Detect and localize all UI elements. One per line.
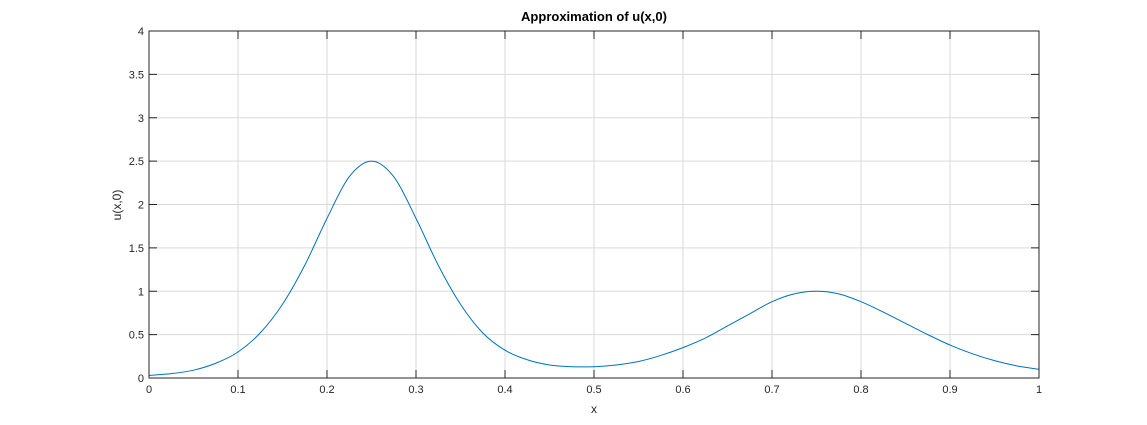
- series-group: [148, 160, 1040, 376]
- x-axis-label: x: [591, 402, 597, 416]
- chart-title: Approximation of u(x,0): [521, 9, 667, 24]
- x-tick-label: 0.6: [675, 384, 690, 396]
- y-tick-labels: 0 0.5 1 1.5 2 2.5 3 3.5 4: [129, 26, 144, 385]
- y-tick-label: 3: [138, 113, 144, 125]
- y-tick-label: 0: [138, 373, 144, 385]
- x-tick-label: 0.9: [942, 384, 957, 396]
- y-tick-label: 0.5: [129, 330, 144, 342]
- x-tick-label: 0.3: [408, 384, 423, 396]
- x-tick-label: 0.4: [497, 384, 512, 396]
- y-tick-label: 1.5: [129, 243, 144, 255]
- axis-ticks: [148, 30, 1040, 379]
- y-axis-label: u(x,0): [110, 190, 124, 221]
- x-tick-label: 1: [1036, 384, 1042, 396]
- grid: [148, 30, 1040, 379]
- x-tick-label: 0.8: [853, 384, 868, 396]
- y-tick-label: 2.5: [129, 156, 144, 168]
- x-tick-label: 0.2: [319, 384, 334, 396]
- y-tick-label: 4: [138, 26, 144, 38]
- x-tick-label: 0.7: [764, 384, 779, 396]
- x-tick-label: 0.1: [230, 384, 245, 396]
- y-tick-label: 1: [138, 286, 144, 298]
- series-line-0: [148, 160, 1040, 376]
- y-tick-label: 2: [138, 200, 144, 212]
- x-tick-label: 0: [146, 384, 152, 396]
- y-tick-label: 3.5: [129, 69, 144, 81]
- x-tick-label: 0.5: [586, 384, 601, 396]
- x-tick-labels: 0 0.1 0.2 0.3 0.4 0.5 0.6 0.7 0.8 0.9 1: [146, 384, 1042, 396]
